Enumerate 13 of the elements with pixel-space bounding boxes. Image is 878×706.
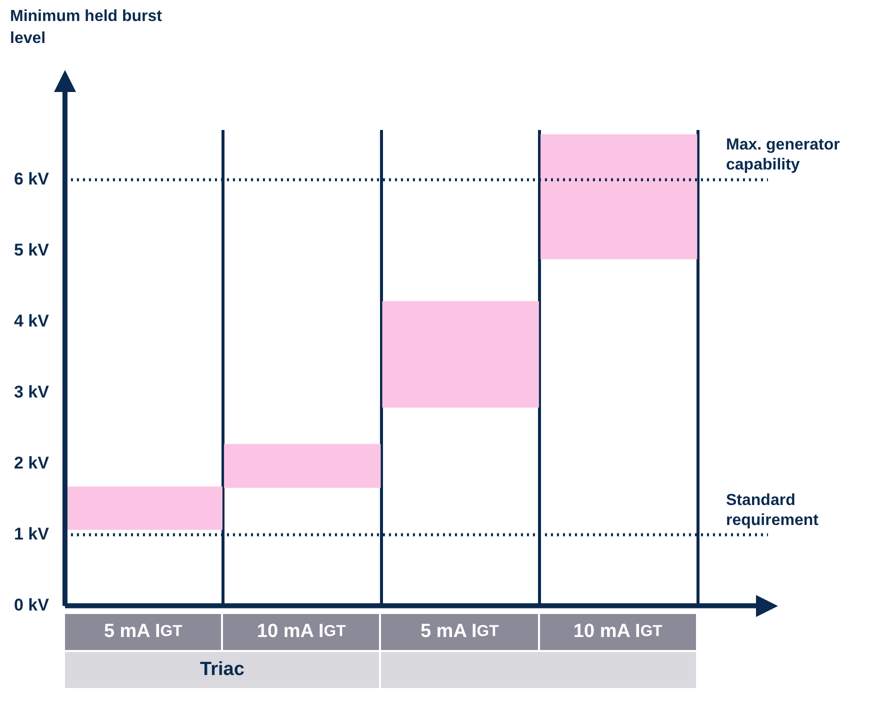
y-tick-label: 3 kV xyxy=(14,382,50,402)
ref-line-label: Standard requirement xyxy=(726,492,820,529)
y-tick-label: 5 kV xyxy=(14,240,50,260)
y-tick-label: 1 kV xyxy=(14,524,50,544)
ref-line-label: Max. generator capability xyxy=(726,136,840,174)
y-tick-label: 6 kV xyxy=(14,169,50,188)
text: Triac xyxy=(64,652,382,688)
y-tick-label: 4 kV xyxy=(14,311,50,330)
bar xyxy=(382,301,539,408)
bar xyxy=(540,134,698,260)
text: Minimum held burst level xyxy=(10,7,163,49)
y-tick-label: 0 kV xyxy=(14,595,50,614)
y-tick-label: 2 kV xyxy=(14,453,50,472)
